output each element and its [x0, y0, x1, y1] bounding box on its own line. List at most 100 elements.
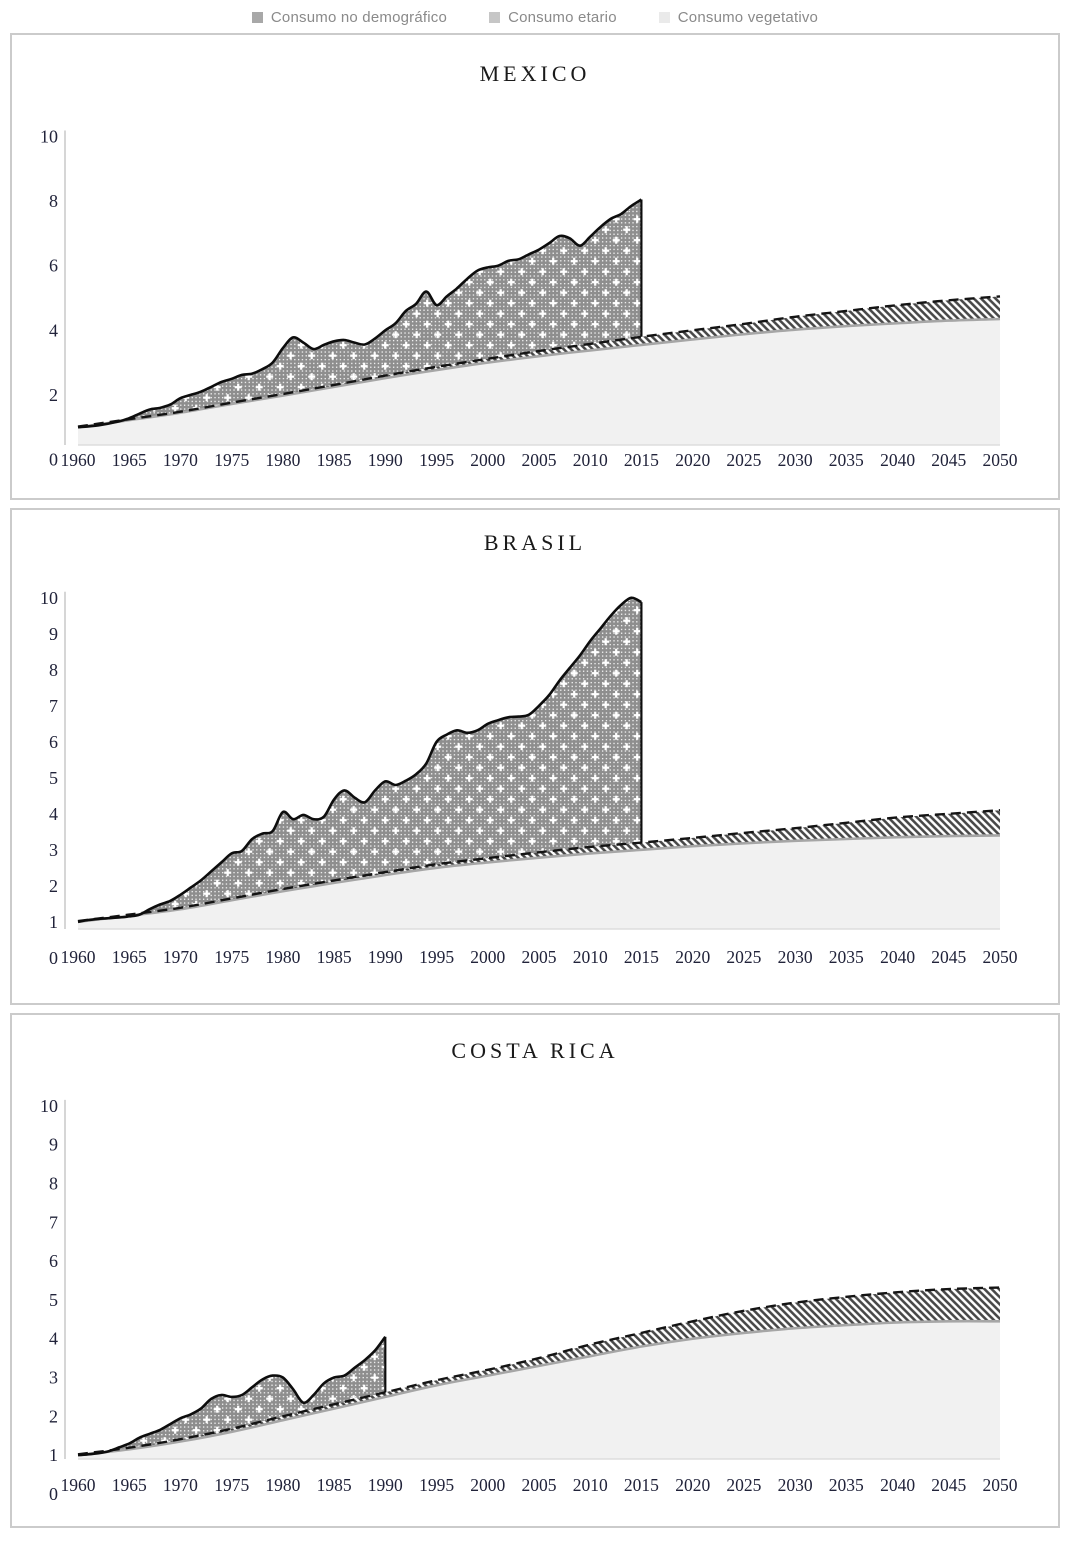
y-axis-labels: 0 1 2 3 4 5 6 7 8 9 10 — [40, 588, 58, 968]
svg-text:4: 4 — [49, 1329, 58, 1349]
svg-text:1985: 1985 — [317, 1475, 352, 1495]
x-axis-labels: 1960 1965 1970 1975 1980 1985 1990 1995 2000 2005… — [61, 450, 1018, 470]
line-vegetativo-top — [77, 317, 1001, 429]
legend-label: Consumo etario — [508, 9, 617, 26]
svg-text:1970: 1970 — [163, 450, 198, 470]
svg-text:3: 3 — [49, 840, 58, 860]
svg-text:1: 1 — [49, 912, 58, 932]
svg-text:2020: 2020 — [675, 947, 710, 967]
svg-text:1970: 1970 — [163, 947, 198, 967]
svg-text:2030: 2030 — [778, 450, 813, 470]
svg-text:7: 7 — [49, 1212, 58, 1232]
svg-text:7: 7 — [49, 696, 58, 716]
svg-text:1980: 1980 — [265, 947, 300, 967]
svg-text:1965: 1965 — [112, 1475, 147, 1495]
svg-text:2000: 2000 — [470, 947, 505, 967]
svg-text:1995: 1995 — [419, 450, 454, 470]
line-total — [77, 596, 642, 924]
svg-text:5: 5 — [49, 768, 58, 788]
legend-label: Consumo vegetativo — [677, 9, 819, 26]
svg-text:2050: 2050 — [983, 947, 1018, 967]
legend-swatch-icon — [489, 12, 501, 23]
svg-text:0: 0 — [49, 1484, 58, 1504]
line-etario-top-dashed — [77, 809, 1001, 923]
svg-text:2050: 2050 — [983, 1475, 1018, 1495]
svg-text:1970: 1970 — [163, 1475, 198, 1495]
chart-panel-brasil: BRASIL 0 1 2 3 4 5 6 7 8 9 10 1960 1965 1970 1975 1980 1… — [10, 508, 1060, 1005]
x-axis-labels: 1960 1965 1970 1975 1980 1985 1990 1995 2000 2005… — [61, 947, 1018, 967]
svg-text:2045: 2045 — [931, 947, 966, 967]
svg-text:8: 8 — [49, 660, 58, 680]
y-axis-labels: 0 1 2 3 4 5 6 7 8 9 10 — [40, 1096, 58, 1504]
svg-text:2: 2 — [49, 876, 58, 896]
svg-text:4: 4 — [49, 804, 58, 824]
svg-text:2005: 2005 — [522, 1475, 557, 1495]
area-chart-costa-rica: 0 1 2 3 4 5 6 7 8 9 10 1960 1965 1970 1975 1980 1985 1990… — [40, 1096, 1018, 1504]
area-no-demografico-overlay — [78, 199, 642, 428]
svg-text:2035: 2035 — [829, 947, 864, 967]
svg-text:0: 0 — [49, 450, 58, 470]
area-no-demografico-overlay — [78, 597, 642, 922]
svg-text:1965: 1965 — [112, 450, 147, 470]
svg-text:2050: 2050 — [983, 450, 1018, 470]
svg-text:2: 2 — [49, 385, 58, 405]
svg-text:1985: 1985 — [317, 450, 352, 470]
line-total — [77, 1336, 387, 1457]
svg-text:2000: 2000 — [470, 450, 505, 470]
svg-text:6: 6 — [49, 732, 58, 752]
svg-text:2025: 2025 — [726, 1475, 761, 1495]
svg-text:2030: 2030 — [778, 1475, 813, 1495]
svg-text:2020: 2020 — [675, 1475, 710, 1495]
line-etario-top-dashed — [77, 1286, 1001, 1456]
svg-text:2015: 2015 — [624, 450, 659, 470]
svg-text:2040: 2040 — [880, 1475, 915, 1495]
svg-text:1995: 1995 — [419, 1475, 454, 1495]
svg-text:4: 4 — [49, 320, 58, 340]
svg-text:2045: 2045 — [931, 1475, 966, 1495]
area-no-demografico-overlay — [78, 1336, 386, 1456]
svg-text:2005: 2005 — [522, 450, 557, 470]
svg-text:8: 8 — [49, 191, 58, 211]
svg-text:2000: 2000 — [470, 1475, 505, 1495]
svg-text:1975: 1975 — [214, 450, 249, 470]
svg-text:1990: 1990 — [368, 1475, 403, 1495]
svg-text:1: 1 — [49, 1445, 58, 1465]
svg-text:10: 10 — [40, 588, 58, 608]
svg-text:1990: 1990 — [368, 947, 403, 967]
svg-text:1965: 1965 — [112, 947, 147, 967]
page: Consumo no demográfico Consumo etario Co… — [10, 9, 1060, 1528]
plot-areas — [77, 198, 1001, 446]
svg-text:8: 8 — [49, 1174, 58, 1194]
legend-item-etario: Consumo etario — [489, 9, 617, 26]
svg-text:5: 5 — [49, 1290, 58, 1310]
svg-text:1960: 1960 — [61, 450, 96, 470]
chart-title-mexico: MEXICO — [479, 61, 591, 86]
svg-text:0: 0 — [49, 948, 58, 968]
svg-text:2010: 2010 — [573, 947, 608, 967]
chart-title-costa-rica: COSTA RICA — [451, 1038, 619, 1063]
svg-text:1980: 1980 — [265, 450, 300, 470]
area-vegetativo — [78, 1321, 1000, 1459]
y-axis-labels: 0 2 4 6 8 10 — [40, 127, 58, 470]
svg-text:1995: 1995 — [419, 947, 454, 967]
svg-text:2030: 2030 — [778, 947, 813, 967]
svg-text:1975: 1975 — [214, 1475, 249, 1495]
svg-text:1960: 1960 — [61, 947, 96, 967]
chart-panel-mexico: MEXICO 0 2 4 6 8 10 1960 1965 1970 1975 1980 1985 19… — [10, 33, 1060, 500]
svg-text:6: 6 — [49, 256, 58, 276]
svg-text:2045: 2045 — [931, 450, 966, 470]
line-etario-top-dashed — [77, 295, 1001, 428]
svg-text:1975: 1975 — [214, 947, 249, 967]
svg-text:2020: 2020 — [675, 450, 710, 470]
area-vegetativo — [78, 319, 1000, 445]
svg-text:2035: 2035 — [829, 1475, 864, 1495]
plot-areas — [77, 596, 1001, 930]
svg-text:2: 2 — [49, 1406, 58, 1426]
svg-text:2025: 2025 — [726, 450, 761, 470]
legend-item-no-demografico: Consumo no demográfico — [251, 9, 447, 26]
svg-text:1985: 1985 — [317, 947, 352, 967]
x-axis-labels: 1960 1965 1970 1975 1980 1985 1990 1995 2000 2005… — [61, 1475, 1018, 1495]
svg-text:1980: 1980 — [265, 1475, 300, 1495]
svg-text:2005: 2005 — [522, 947, 557, 967]
svg-text:2015: 2015 — [624, 1475, 659, 1495]
